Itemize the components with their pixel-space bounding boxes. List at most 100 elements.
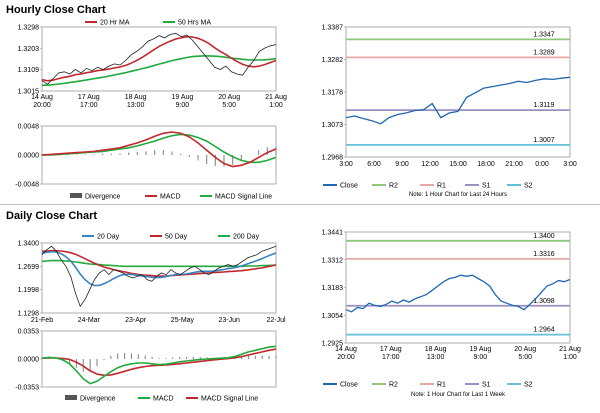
hourly-macd-y-tick: -0.0048 [15,182,39,189]
hourly-section-title: Hourly Close Chart [6,4,106,16]
hourly-pivot-legend-s1-label: S1 [482,183,491,190]
daily-pivot-y-tick: 1.3441 [322,230,344,237]
daily-price-y-tick: 1.2699 [18,264,40,271]
daily-legend-divergence-label: Divergence [80,396,116,403]
hourly-pivot-x-xtick: 18:00 [477,161,495,168]
hourly-pivot-x-xtick: 21:00 [505,161,523,168]
hourly-price-x-xtick: 18 Aug 13:00 [125,94,147,109]
daily-200-day-line [41,259,277,268]
daily-price-x-xtick: 23-Apr [125,317,147,324]
section-divider [0,204,600,205]
hourly-price-x-xtick: 14 Aug 20:00 [31,94,53,109]
hourly-pivot-x-xtick: 6:00 [367,161,381,168]
hourly-pivot-x-xtick: 15:00 [449,161,467,168]
hourly-price-x-xtick: 17 Aug 17:00 [78,94,100,109]
hourly-pivot-x-xtick: 3:00 [563,161,577,168]
daily-close-line [41,245,277,308]
daily-legend-20-day-label: 20 Day [97,234,120,241]
hourly-legend-macd-label: MACD [160,194,181,201]
daily-macd-y-tick: 0.0353 [18,329,40,336]
hourly-legend-20hr-ma-label: 20 Hr MA [100,20,130,27]
hourly-20hr-ma-line [41,35,277,82]
daily-50-day-line [41,249,277,277]
hourly-price-y-tick: 1.3298 [18,25,40,32]
hourly-price-x-xtick: 21 Aug 1:00 [265,94,287,109]
hourly-price-y-tick: 1.3015 [18,89,40,96]
daily-pivot-level-s1-label: 1.3098 [533,298,555,305]
daily-price-y-tick: 1.3400 [18,241,40,248]
hourly-macd-y-tick: 0.0048 [18,124,40,131]
daily-pivot-level-s2-label: 1.2964 [533,327,555,334]
hourly-legend-divergence-label: Divergence [85,194,121,201]
daily-pivot-level-r2-label: 1.3400 [533,233,555,240]
daily-pivot-y-tick: 1.2925 [322,341,344,348]
daily-pivot-note: Note: 1 Hour Chart for Last 1 Week [411,392,506,398]
daily-macd-y-tick: 0.0000 [18,357,40,364]
hourly-pivot-legend-r1-label: R1 [437,183,446,190]
hourly-close-line [41,32,277,85]
daily-macd-y-tick: -0.0353 [15,385,39,392]
daily-price-y-tick: 1.1298 [18,311,40,318]
daily-20-day-line [41,250,277,287]
daily-macd-line [41,345,277,385]
hourly-macd-line [41,131,277,168]
daily-legend-macd-signal-label: MACD Signal Line [201,396,258,403]
hourly-pivot-note: Note: 1 Hour Chart for Last 24 Hours [409,192,507,198]
hourly-pivot-y-tick: 1.3073 [322,122,344,129]
hourly-pivot-level-r2-label: 1.3347 [533,31,555,38]
hourly-pivot-legend-s2-label: S2 [524,183,533,190]
daily-pivot-x-xtick: 21 Aug 1:00 [559,346,581,361]
hourly-price-y-tick: 1.3203 [18,46,40,53]
hourly-pivot-y-tick: 1.2968 [322,155,344,162]
daily-price-x-xtick: 24-Mar [78,317,101,324]
daily-pivot-x-xtick: 20 Aug 5:00 [514,346,536,361]
hourly-pivot-x-xtick: 9:00 [395,161,409,168]
daily-price-x-xtick: 23-Jun [218,317,240,324]
hourly-legend-divergence-swatch [70,193,82,198]
daily-pivot-x-xtick: 17 Aug 17:00 [380,346,402,361]
daily-legend-macd-label: MACD [153,396,174,403]
hourly-legend-50hrs-ma-label: 50 Hrs MA [178,20,211,27]
daily-pivot-x-xtick: 18 Aug 13:00 [425,346,447,361]
hourly-50hrs-ma-line [41,55,277,87]
daily-pivot-x-xtick: 19 Aug 9:00 [469,346,491,361]
daily-price-y-tick: 1.1998 [18,287,40,294]
daily-section-title: Daily Close Chart [6,210,98,222]
daily-pivot-close-line [345,274,571,313]
daily-pivot-legend-r1-label: R1 [437,382,446,389]
hourly-pivot-x-xtick: 3:00 [339,161,353,168]
daily-pivot-legend-s1-label: S1 [482,382,491,389]
daily-pivot-y-tick: 1.3312 [322,257,344,264]
daily-legend-50-day-label: 50 Day [165,234,188,241]
hourly-pivot-x-xtick: 0:00 [535,161,549,168]
hourly-pivot-close-line [345,76,571,125]
hourly-pivot-level-s1-label: 1.3119 [534,102,555,109]
hourly-pivot-level-s2-label: 1.3007 [533,137,555,144]
daily-pivot-legend-s2-label: S2 [524,382,533,389]
hourly-macd-y-tick: 0.0000 [18,153,40,160]
hourly-price-x-xtick: 19 Aug 9:00 [171,94,193,109]
daily-legend-divergence-swatch [65,395,77,400]
hourly-pivot-level-r1-label: 1.3289 [533,49,555,56]
daily-pivot-y-tick: 1.3183 [322,285,344,292]
daily-pivot-level-r1-label: 1.3316 [533,251,555,258]
daily-price-x-xtick: 25-May [171,317,195,324]
hourly-price-y-tick: 1.3109 [18,67,40,74]
daily-pivot-legend-close-label: Close [340,382,358,389]
daily-legend-200-day-label: 200 Day [233,234,260,241]
daily-pivot-legend-r2-label: R2 [389,382,398,389]
hourly-price-x-xtick: 20 Aug 5:00 [218,94,240,109]
hourly-legend-macd-signal-label: MACD Signal Line [215,194,272,201]
daily-price-x-xtick: 22-Jul [266,317,286,324]
hourly-pivot-legend-close-label: Close [340,183,358,190]
daily-pivot-x-xtick: 14 Aug 20:00 [335,346,357,361]
hourly-pivot-x-xtick: 12:00 [421,161,439,168]
hourly-pivot-y-tick: 1.3387 [322,25,344,32]
hourly-pivot-y-tick: 1.3282 [322,57,344,64]
daily-price-x-xtick: 21-Feb [31,317,53,324]
hourly-pivot-y-tick: 1.3178 [322,90,344,97]
daily-price-plot-area [41,242,277,314]
daily-pivot-y-tick: 1.3054 [322,313,344,320]
hourly-pivot-legend-r2-label: R2 [389,183,398,190]
